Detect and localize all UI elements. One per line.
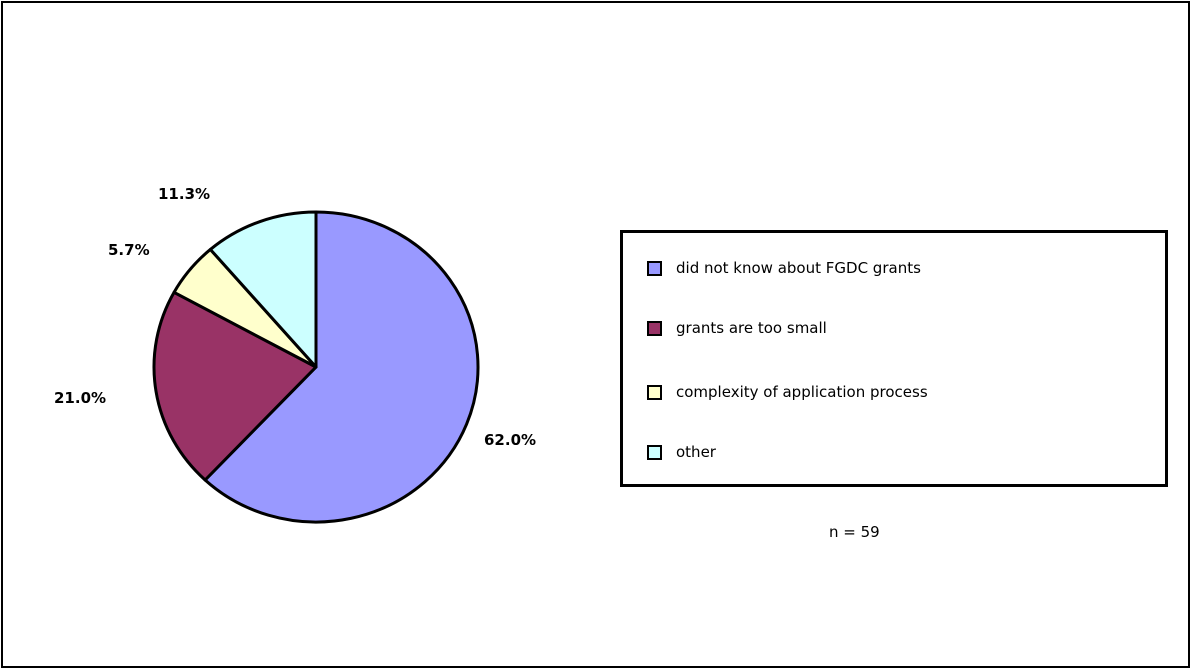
legend-swatch [647,385,662,400]
legend-swatch [647,321,662,336]
legend-swatch [647,261,662,276]
data-label-too-small: 21.0% [54,389,107,407]
legend-label: grants are too small [676,319,827,337]
legend-label: other [676,443,716,461]
legend-swatch [647,445,662,460]
pie-slice-too-small [152,290,318,482]
chart-legend: did not know about FGDC grants grants ar… [620,230,1168,487]
data-label-did-not-know: 62.0% [484,431,537,449]
sample-size-note: n = 59 [829,523,880,541]
pie-slice-other [208,210,318,369]
data-label-complexity: 5.7% [108,241,150,259]
data-label-other: 11.3% [158,185,211,203]
legend-label: did not know about FGDC grants [676,259,921,277]
pie-slice-did-not-know [203,210,480,524]
legend-label: complexity of application process [676,383,928,401]
